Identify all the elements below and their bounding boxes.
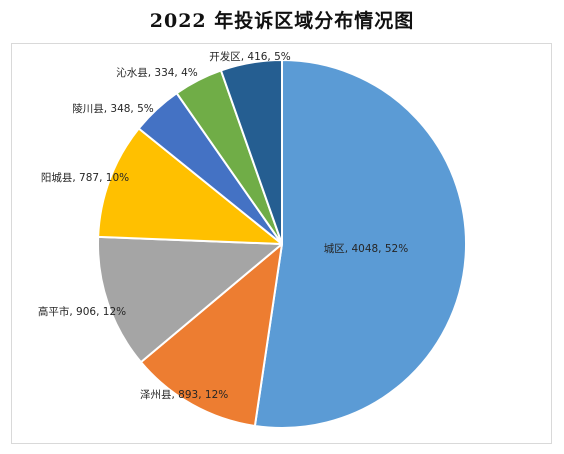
pie-slice-4 — [97, 127, 283, 245]
slice-label-3: 高平市, 906, 12% — [38, 305, 126, 318]
pie-slice-3 — [97, 235, 283, 364]
slice-label-1: 城区, 4048, 52% — [324, 243, 408, 255]
pie-slices — [97, 59, 467, 429]
slice-label-4: 阳城县, 787, 10% — [41, 172, 129, 184]
slice-label-7: 开发区, 416, 5% — [209, 50, 291, 63]
pie-slice-2 — [139, 243, 283, 427]
slice-label-2: 泽州县, 893, 12% — [140, 389, 228, 401]
plot-area-frame — [11, 43, 552, 444]
slice-label-5: 陵川县, 348, 5% — [72, 103, 154, 115]
pie-slice-7 — [219, 59, 283, 245]
pie-labels: 城区, 4048, 52% 泽州县, 893, 12% 高平市, 906, 12% 阳… — [38, 50, 408, 401]
chart-title: 2022 年投诉区域分布情况图 — [149, 10, 415, 32]
pie-slice-1 — [253, 59, 467, 429]
slice-label-6: 沁水县, 334, 4% — [116, 67, 198, 79]
